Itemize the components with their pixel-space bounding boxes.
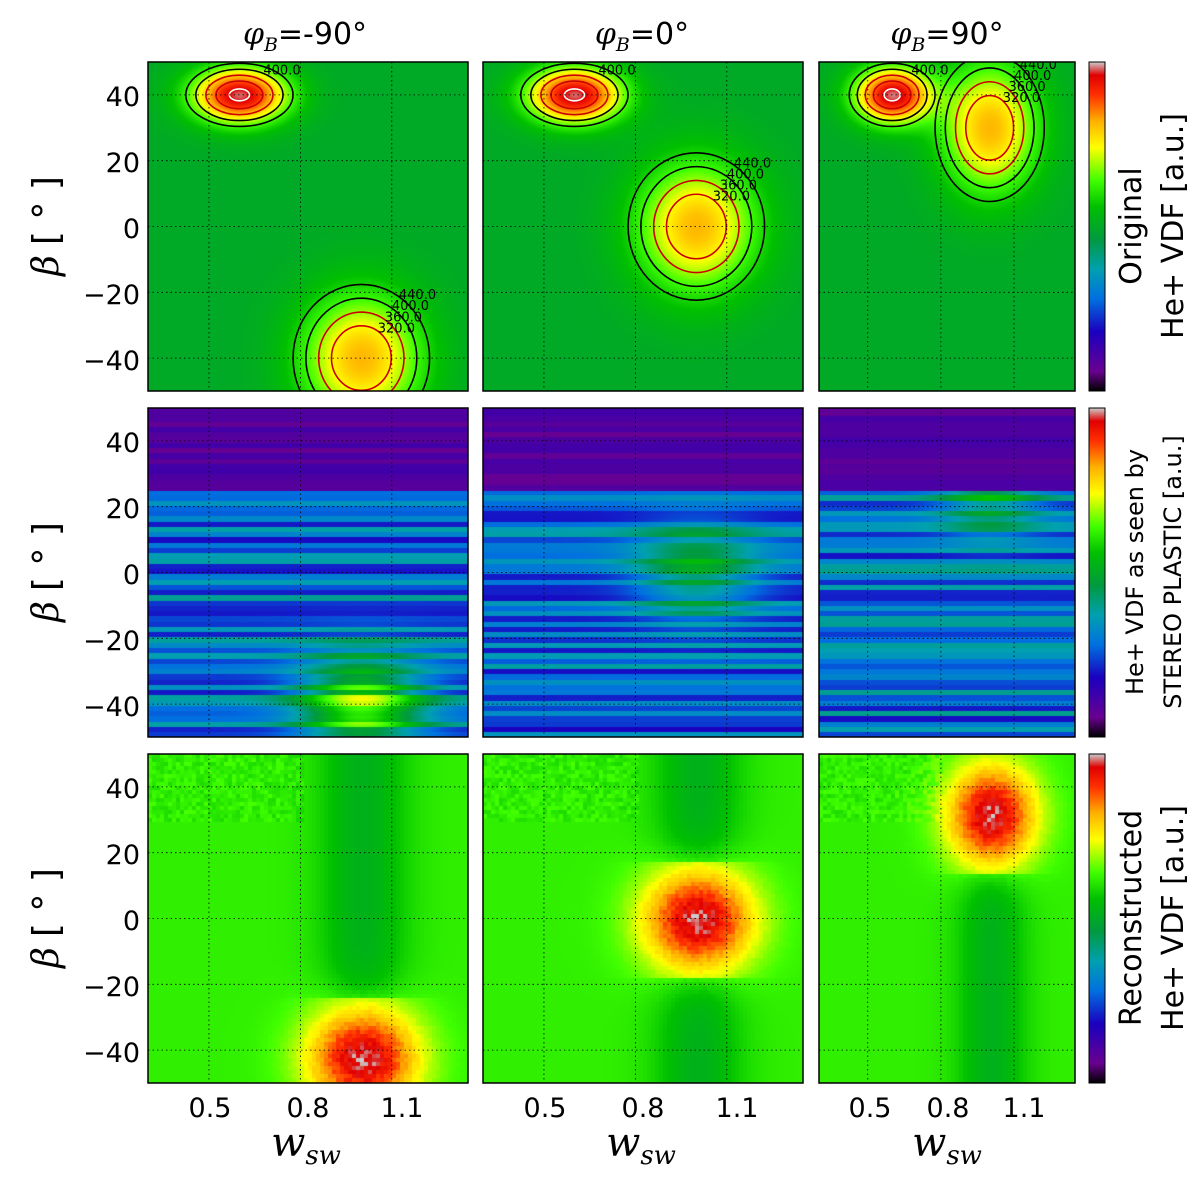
y-tick-label: −40 <box>83 692 140 723</box>
x-tick-label: 0.5 <box>189 1093 232 1124</box>
contour-label: 400.0 <box>392 299 429 314</box>
contour-line <box>964 94 1015 161</box>
x-tick-label: 0.8 <box>622 1093 665 1124</box>
x-tick-label: 0.5 <box>849 1093 892 1124</box>
panel-frame <box>818 753 1076 1084</box>
y-tick-label: 20 <box>106 840 140 871</box>
y-tick-label: −40 <box>83 1038 140 1069</box>
colorbar-label: He+ VDF [a.u.] <box>1156 113 1191 339</box>
heatmap-reconstructed-phi-m90 <box>148 754 468 1083</box>
contour-line <box>848 62 936 128</box>
heatmap-observed-phi-m90 <box>148 408 468 737</box>
y-tick-labels-row-observed: 40 20 0 −20 −40 <box>83 428 140 723</box>
x-axis-labels: wsw wsw wsw <box>271 1120 982 1171</box>
heatmap-original-phi-0 <box>483 62 803 391</box>
heatmap-observed-phi-90 <box>819 408 1075 737</box>
heatmap-reconstructed-phi-90 <box>819 754 1075 1083</box>
contour-label: 360.0 <box>720 179 757 194</box>
x-tick-label: 1.1 <box>1003 1093 1046 1124</box>
contour-line <box>944 67 1035 189</box>
contour-label: 320.0 <box>378 321 415 336</box>
y-tick-label: 0 <box>123 906 140 937</box>
x-axis-label: wsw <box>271 1120 341 1171</box>
contour-label: 400.0 <box>263 63 300 78</box>
contour-label: 440.0 <box>734 157 771 172</box>
y-tick-label: 40 <box>106 82 140 113</box>
contour-label: 440.0 <box>399 288 436 303</box>
contour-label: 320.0 <box>1003 91 1040 106</box>
heatmap-observed-phi-0 <box>483 408 803 737</box>
panel-frame <box>818 407 1076 738</box>
colorbar-label: Original <box>1114 167 1149 284</box>
panel-observed-phi-0 <box>483 408 803 737</box>
y-tick-label: −20 <box>83 280 140 311</box>
x-axis-label: wsw <box>606 1120 676 1171</box>
y-tick-label: 40 <box>106 774 140 805</box>
column-titles: φB=-90° φB=0° φB=90° <box>243 17 1004 56</box>
heatmap-reconstructed-phi-0 <box>483 754 803 1083</box>
y-axis-label: β[ ° ] <box>26 868 67 970</box>
y-tick-label: 0 <box>123 560 140 591</box>
y-tick-label: 20 <box>106 148 140 179</box>
contour-line <box>317 311 405 391</box>
axes-layer <box>147 61 1076 1084</box>
contour-line <box>934 62 1046 203</box>
panel-reconstructed-phi-0 <box>483 754 803 1083</box>
y-tick-label: 20 <box>106 494 140 525</box>
x-tick-label: 0.8 <box>927 1093 970 1124</box>
colorbar-label: STEREO PLASTIC [a.u.] <box>1159 435 1187 709</box>
contour-label: 440.0 <box>1020 58 1057 73</box>
y-axis-label: β[ ° ] <box>26 522 67 624</box>
x-axis-label: wsw <box>912 1120 982 1171</box>
contour-label: 400.0 <box>911 63 948 78</box>
y-tick-label: −40 <box>83 346 140 377</box>
panel-reconstructed-phi-90 <box>819 754 1075 1083</box>
contour-line <box>205 74 274 116</box>
panel-frame <box>482 407 804 738</box>
panel-observed-phi-90 <box>819 408 1075 737</box>
colorbar-label: Reconstructed <box>1114 810 1149 1026</box>
x-tick-label: 0.8 <box>287 1093 330 1124</box>
colorbar-original <box>1088 61 1106 392</box>
contour-line <box>954 80 1025 175</box>
colorbar-observed <box>1088 407 1106 738</box>
column-title: φB=-90° <box>243 17 367 56</box>
colorbar-label: He+ VDF as seen by <box>1121 449 1149 695</box>
y-tick-labels-row-reconstructed: 40 20 0 −20 −40 <box>83 774 140 1069</box>
contour-label: 320.0 <box>713 190 750 205</box>
panel-frame <box>482 753 804 1084</box>
contour-label: 400.0 <box>598 63 635 78</box>
contour-label: 360.0 <box>385 310 422 325</box>
y-tick-label: 0 <box>123 214 140 245</box>
contour-label: 360.0 <box>1008 80 1045 95</box>
panel-frame <box>482 61 804 392</box>
panel-reconstructed-phi-m90 <box>148 754 468 1083</box>
y-tick-label: −20 <box>83 972 140 1003</box>
panel-observed-phi-m90 <box>148 408 468 737</box>
contour-line <box>540 74 609 116</box>
panel-frame <box>818 61 1076 392</box>
colorbar-reconstructed <box>1088 753 1106 1084</box>
column-title: φB=90° <box>890 17 1003 56</box>
column-title: φB=0° <box>595 17 689 56</box>
y-tick-label: −20 <box>83 626 140 657</box>
panel-frame <box>147 407 469 738</box>
contour-label: 400.0 <box>1014 69 1051 84</box>
y-axis-label: β[ ° ] <box>26 176 67 278</box>
contour-label: 400.0 <box>727 168 764 183</box>
colorbar-label: He+ VDF [a.u.] <box>1156 805 1191 1031</box>
x-tick-labels: 0.5 0.8 1.1 0.5 0.8 1.1 0.5 0.8 1.1 <box>189 1093 1046 1124</box>
x-tick-label: 1.1 <box>716 1093 759 1124</box>
x-tick-label: 1.1 <box>381 1093 424 1124</box>
panel-frame <box>147 61 469 392</box>
x-tick-label: 0.5 <box>524 1093 567 1124</box>
y-tick-labels-row-original: 40 20 0 −20 −40 <box>83 82 140 377</box>
y-tick-label: 40 <box>106 428 140 459</box>
contour-line <box>652 179 740 274</box>
panel-frame <box>147 753 469 1084</box>
